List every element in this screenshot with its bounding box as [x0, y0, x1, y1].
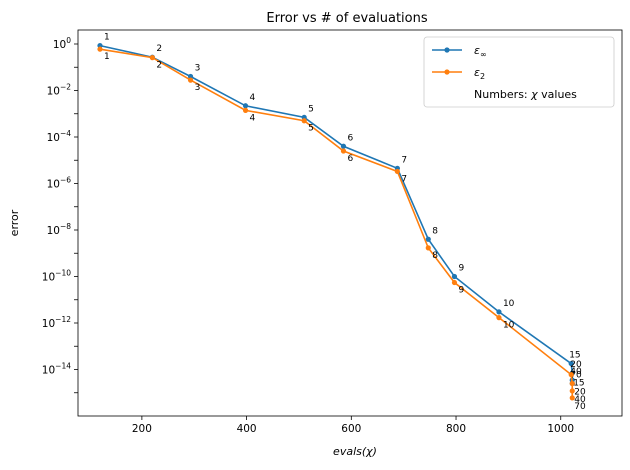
chi-label: 3	[195, 83, 201, 93]
x-axis-label: evals(χ)	[333, 445, 377, 458]
data-point	[242, 103, 249, 109]
chi-label: 40	[574, 395, 586, 405]
chi-label: 15	[569, 351, 580, 361]
data-point	[97, 46, 103, 52]
data-point	[242, 107, 249, 113]
data-point	[569, 395, 575, 401]
data-point	[425, 236, 431, 242]
chi-label: 2	[156, 61, 162, 71]
y-tick-label: 10−8	[47, 222, 72, 237]
chi-label: 2	[156, 44, 162, 54]
chi-label: 6	[347, 133, 353, 143]
data-point	[451, 273, 458, 280]
axes-frame	[77, 29, 623, 417]
chi-label: 70	[574, 402, 586, 412]
data-point	[568, 360, 574, 367]
chi-label: 4	[250, 93, 256, 103]
chi-label: 20	[570, 360, 582, 370]
legend: ε∞ ε2 Numbers: χ values	[423, 36, 615, 108]
data-point	[569, 388, 575, 394]
plot-area: 200 400 600 800 1000 100 10−2 10−4 10−6 10−8 10−10…	[42, 29, 623, 435]
y-tick-label: 10−6	[47, 175, 72, 190]
legend-marker	[444, 47, 450, 53]
legend-entry: ε∞	[474, 44, 487, 59]
x-tick-label: 1000	[547, 423, 574, 435]
legend-entry: ε2	[474, 66, 485, 81]
x-tick-label: 200	[132, 423, 152, 435]
chi-label: 8	[432, 226, 438, 236]
chi-label: 9	[458, 263, 464, 273]
data-point	[149, 54, 155, 61]
data-point	[496, 309, 502, 315]
y-tick-label: 10−4	[47, 129, 72, 144]
data-point	[187, 73, 194, 80]
chi-label: 9	[458, 286, 464, 296]
y-tick-label: 100	[53, 36, 71, 51]
chi-label: 7	[401, 155, 407, 165]
legend-marker	[444, 69, 450, 75]
data-point	[394, 168, 400, 175]
chi-label: 1	[104, 52, 110, 62]
chi-label: 5	[308, 124, 314, 134]
x-tick-label: 600	[341, 423, 361, 435]
data-point	[569, 380, 575, 387]
chi-label: 15	[573, 379, 584, 389]
chi-label: 8	[432, 251, 438, 261]
data-point	[301, 118, 307, 124]
y-tick-label: 10−2	[47, 82, 72, 97]
chi-label: 6	[347, 154, 353, 164]
data-point	[496, 315, 502, 321]
chi-label: 5	[308, 104, 314, 114]
data-point	[340, 148, 347, 154]
x-tick-label: 400	[237, 423, 257, 435]
chi-label: 10	[503, 321, 515, 331]
chi-label: 4	[250, 113, 256, 123]
chi-label: 3	[195, 64, 201, 74]
data-point	[340, 143, 347, 149]
legend-frame	[423, 36, 615, 108]
data-point	[425, 245, 431, 251]
x-tick-label: 800	[446, 423, 466, 435]
legend-note: Numbers: χ values	[474, 88, 577, 101]
y-tick-label: 10−12	[42, 315, 71, 330]
y-axis-label: error	[8, 209, 21, 236]
y-tick-label: 10−10	[42, 268, 71, 283]
chi-label: 40	[570, 367, 582, 377]
chi-label: 70	[570, 370, 582, 380]
data-point	[568, 372, 574, 378]
data-point	[187, 77, 194, 83]
chi-label: 7	[401, 174, 407, 184]
data-point	[451, 279, 458, 286]
chi-label: 20	[574, 387, 586, 397]
y-tick-label: 10−14	[42, 361, 71, 376]
chi-label: 1	[104, 33, 110, 43]
chi-label: 10	[503, 299, 515, 309]
chart-title: Error vs # of evaluations	[266, 11, 427, 26]
